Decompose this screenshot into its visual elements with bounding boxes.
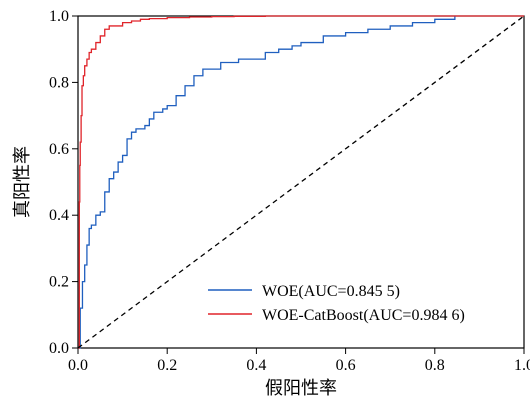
series-layer xyxy=(77,15,525,349)
x-tick-label: 0.0 xyxy=(68,357,88,374)
x-tick-label: 0.2 xyxy=(157,357,177,374)
series-line-1 xyxy=(78,15,524,349)
legend: WOE(AUC=0.845 5) WOE-CatBoost(AUC=0.984 6… xyxy=(208,283,465,324)
x-tick-label: 0.6 xyxy=(336,357,356,374)
y-tick-label: 0.4 xyxy=(49,207,69,224)
x-axis-label: 假阳性率 xyxy=(265,378,337,398)
axis-ticks: 0.0 0.2 0.4 0.6 0.8 1.0 0.0 0.2 0.4 0.6 0.8 1.0 xyxy=(49,8,530,374)
diagonal-reference-line xyxy=(77,15,525,349)
legend-label: WOE(AUC=0.845 5) xyxy=(262,283,400,300)
y-tick-label: 0.6 xyxy=(49,141,69,158)
y-tick-label: 0.2 xyxy=(49,274,69,291)
legend-label: WOE-CatBoost(AUC=0.984 6) xyxy=(262,307,465,324)
y-axis-label: 真阳性率 xyxy=(12,146,32,218)
series-line-0 xyxy=(78,16,456,349)
x-tick-label: 0.8 xyxy=(425,357,445,374)
y-tick-label: 1.0 xyxy=(49,8,69,25)
x-tick-label: 1.0 xyxy=(514,357,530,374)
y-tick-label: 0.8 xyxy=(49,74,69,91)
y-tick-label: 0.0 xyxy=(49,340,69,357)
x-tick-label: 0.4 xyxy=(246,357,266,374)
